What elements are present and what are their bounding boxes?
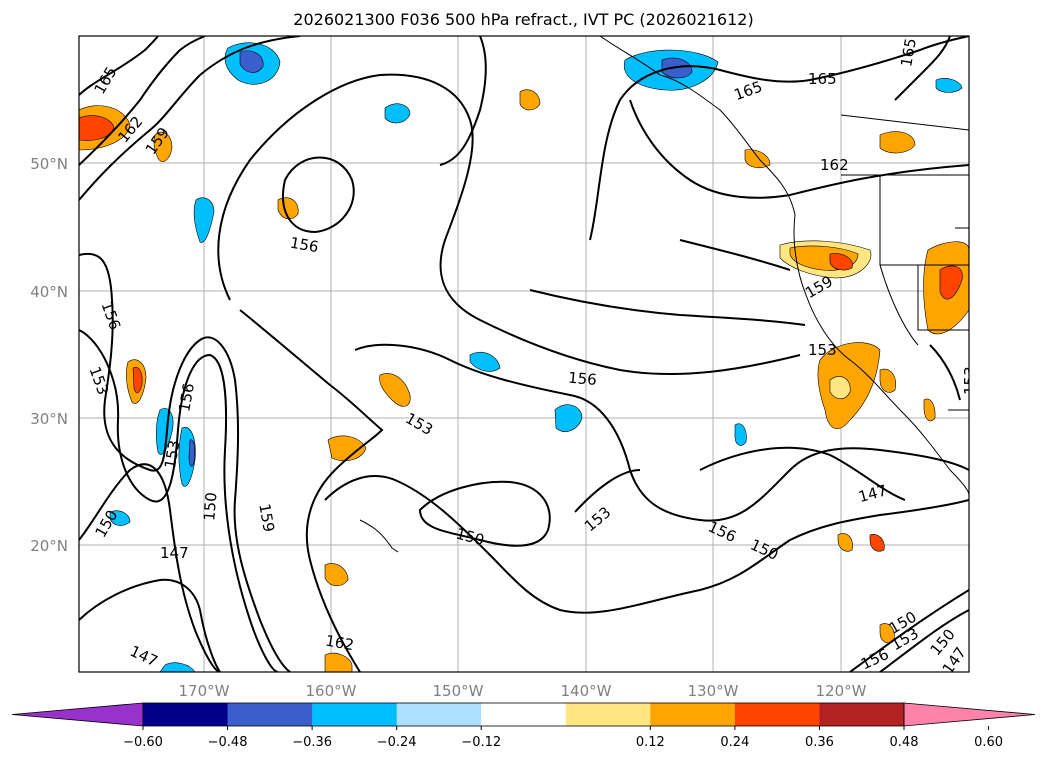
colorbar-frame bbox=[142, 702, 905, 727]
contour-label: 156 bbox=[289, 234, 320, 257]
colorbar-segment bbox=[227, 703, 313, 726]
colorbar-tick-label: −0.48 bbox=[208, 735, 248, 750]
colorbar-segment bbox=[819, 703, 905, 726]
colorbar-tick-label: 0.12 bbox=[636, 735, 665, 750]
colorbar-segment bbox=[481, 703, 567, 726]
colorbar: −0.60 −0.48 −0.36 −0.24 −0.12 0.12 0.24 0.36 0.4… bbox=[11, 702, 1036, 750]
contour-label: 156 bbox=[175, 382, 198, 413]
contour-label: 165 bbox=[897, 37, 920, 68]
contour-label: 153 bbox=[161, 439, 184, 470]
lat-label: 30°N bbox=[30, 410, 68, 428]
colorbar-segment bbox=[565, 703, 651, 726]
lat-axis: 50°N 40°N 30°N 20°N bbox=[30, 155, 68, 555]
colorbar-tick-label: 0.24 bbox=[720, 735, 749, 750]
colorbar-segment bbox=[396, 703, 482, 726]
lon-label: 140°W bbox=[561, 682, 612, 700]
lon-label: 130°W bbox=[688, 682, 739, 700]
lat-label: 20°N bbox=[30, 537, 68, 555]
colorbar-tick-label: 0.48 bbox=[890, 735, 919, 750]
colorbar-segment bbox=[650, 703, 736, 726]
colorbar-tick-label: 0.60 bbox=[974, 735, 1003, 750]
colorbar-tick-label: −0.12 bbox=[461, 735, 501, 750]
colorbar-tick-label: −0.60 bbox=[123, 735, 163, 750]
lat-label: 50°N bbox=[30, 155, 68, 173]
lat-label: 40°N bbox=[30, 283, 68, 301]
colorbar-tick-label: −0.24 bbox=[377, 735, 417, 750]
colorbar-tick-label: 0.36 bbox=[805, 735, 834, 750]
contour-label: 159 bbox=[255, 502, 278, 533]
colorbar-segment bbox=[312, 703, 398, 726]
colorbar-tick-label: −0.36 bbox=[292, 735, 332, 750]
contour-label: 162 bbox=[324, 632, 355, 655]
colorbar-segment bbox=[143, 703, 229, 726]
colorbar-extend-high bbox=[903, 702, 1036, 727]
refractivity-contours bbox=[79, 36, 969, 672]
lon-label: 170°W bbox=[179, 682, 230, 700]
contour-label: 147 bbox=[160, 544, 189, 562]
gridlines bbox=[79, 36, 969, 672]
lon-label: 150°W bbox=[433, 682, 484, 700]
coastlines bbox=[359, 36, 969, 553]
contour-label: 165 bbox=[808, 70, 837, 88]
plot-frame bbox=[78, 35, 970, 673]
contour-label: 150 bbox=[200, 492, 220, 522]
contour-label: 153 bbox=[808, 341, 837, 359]
lon-axis: 170°W 160°W 150°W 140°W 130°W 120°W bbox=[179, 682, 867, 700]
contour-label: 153 bbox=[961, 366, 979, 395]
contour-label: 162 bbox=[820, 156, 849, 174]
colorbar-extend-low bbox=[11, 702, 144, 727]
colorbar-segment bbox=[734, 703, 820, 726]
lon-label: 160°W bbox=[306, 682, 357, 700]
lon-label: 120°W bbox=[816, 682, 867, 700]
map-title: 2026021300 F036 500 hPa refract., IVT PC… bbox=[293, 10, 754, 29]
ivt-shading bbox=[79, 42, 969, 672]
contour-label: 156 bbox=[567, 369, 597, 389]
